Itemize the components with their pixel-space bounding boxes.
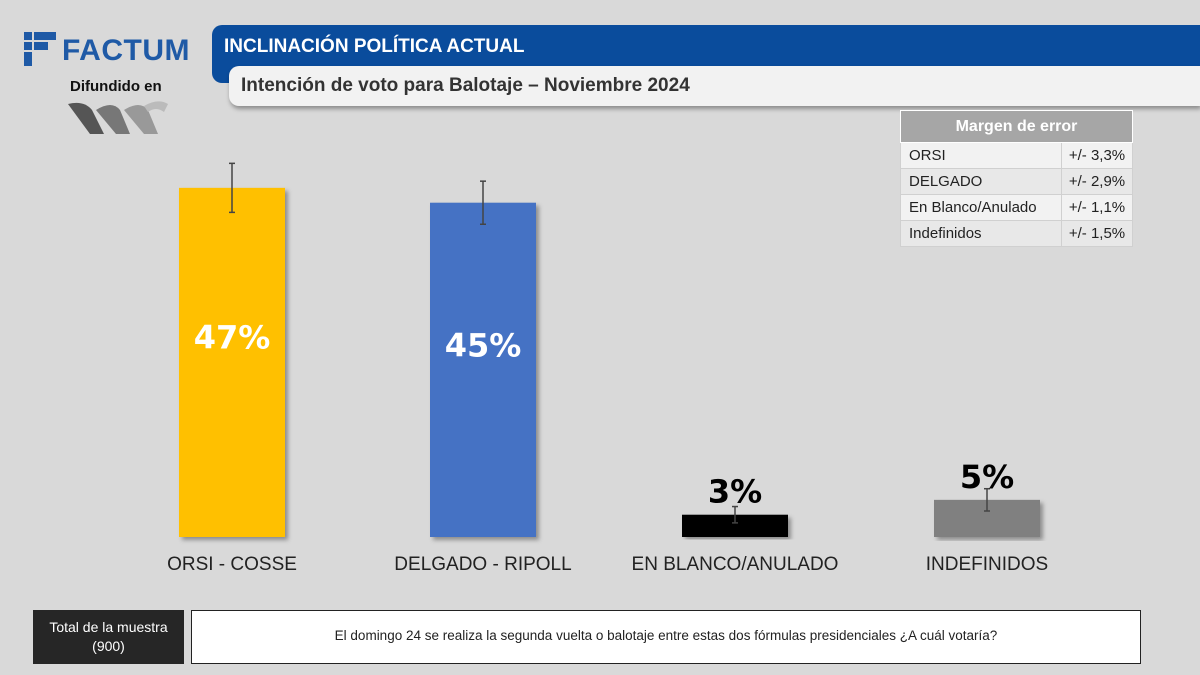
- category-label-4: INDEFINIDOS: [926, 554, 1048, 575]
- bar-1: [179, 187, 285, 537]
- category-label-1: ORSI - COSSE: [167, 554, 297, 575]
- table-row: En Blanco/Anulado +/- 1,1%: [900, 194, 1133, 221]
- sample-size-box: Total de la muestra (900): [33, 610, 184, 664]
- brand-name: FACTUM: [62, 34, 190, 67]
- bar-3: [682, 514, 788, 537]
- sample-label: Total de la muestra: [49, 619, 168, 635]
- section-title: INCLINACIÓN POLÍTICA ACTUAL: [224, 36, 525, 57]
- margin-row-label: En Blanco/Anulado: [900, 194, 1062, 221]
- factum-logo-icon: [24, 32, 56, 66]
- bar-2: [430, 202, 536, 537]
- factum-logo: FACTUM Difundido en: [24, 30, 204, 140]
- chart-subtitle: Intención de voto para Balotaje – Noviem…: [241, 75, 690, 96]
- margin-row-value: +/- 3,3%: [1061, 142, 1133, 169]
- margin-row-label: Indefinidos: [900, 220, 1062, 247]
- survey-question-box: El domingo 24 se realiza la segunda vuel…: [191, 610, 1141, 664]
- data-label-4: 5%: [960, 458, 1014, 496]
- margin-of-error-table: Margen de error ORSI +/- 3,3% DELGADO +/…: [900, 110, 1133, 247]
- margin-row-label: ORSI: [900, 142, 1062, 169]
- tv-channel-logo-icon: [68, 101, 168, 134]
- survey-question: El domingo 24 se realiza la segunda vuel…: [334, 628, 998, 643]
- margin-table-title: Margen de error: [900, 110, 1133, 143]
- data-label-1: 47%: [194, 318, 271, 356]
- margin-row-value: +/- 1,1%: [1061, 194, 1133, 221]
- vote-intention-bar-chart: 47% ORSI - COSSE 45% DELGADO - RIPOLL 3% EN B…: [167, 162, 1048, 575]
- disseminated-label: Difundido en: [70, 78, 162, 95]
- data-label-2: 45%: [445, 326, 522, 364]
- category-label-2: DELGADO - RIPOLL: [394, 554, 571, 575]
- margin-row-label: DELGADO: [900, 168, 1062, 195]
- sample-value: (900): [92, 638, 125, 654]
- table-row: ORSI +/- 3,3%: [900, 142, 1133, 169]
- data-label-3: 3%: [708, 473, 762, 511]
- category-label-3: EN BLANCO/ANULADO: [632, 554, 839, 575]
- subtitle-bar: Intención de voto para Balotaje – Noviem…: [229, 66, 1200, 106]
- table-row: Indefinidos +/- 1,5%: [900, 220, 1133, 247]
- margin-row-value: +/- 1,5%: [1061, 220, 1133, 247]
